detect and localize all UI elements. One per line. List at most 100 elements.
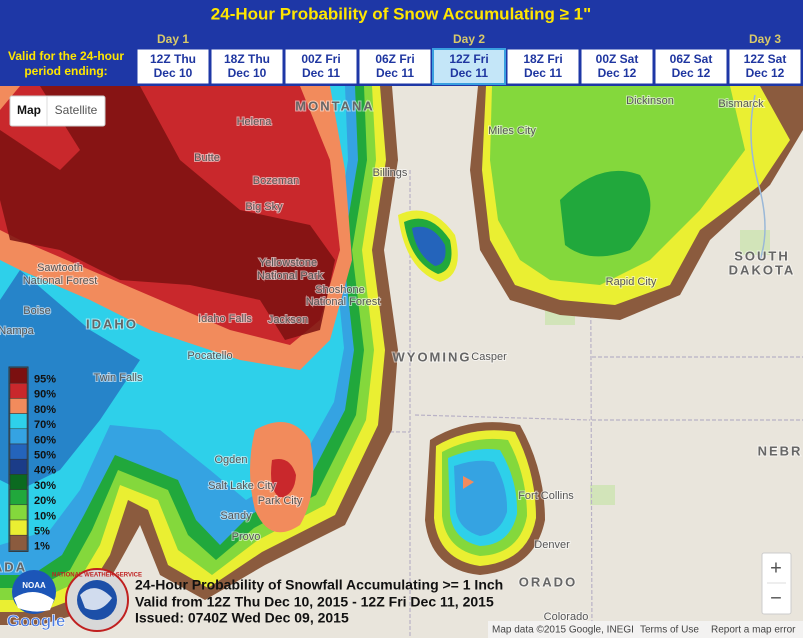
day-label: Day 1 — [157, 32, 189, 46]
tab-line2: Dec 12 — [746, 66, 785, 80]
place-label: Pocatello — [187, 350, 232, 362]
legend-swatch — [9, 413, 28, 430]
legend-label: 10% — [34, 510, 56, 522]
tab-line1: 12Z Sat — [744, 52, 787, 66]
legend: 95% 90% 80% 70% 60% 50% 40% 30% 20% 10% 5% 1% — [8, 366, 56, 553]
legend-swatch — [9, 474, 28, 490]
zoom-out[interactable]: − — [770, 587, 782, 609]
logos: NOAA NATIONAL WEATHER SERVICE Google — [6, 568, 142, 632]
legend-swatch — [9, 489, 28, 506]
place-label: Sawtooth — [37, 262, 83, 274]
tab-line2: Dec 11 — [302, 66, 340, 80]
nws-logo: NATIONAL WEATHER SERVICE — [52, 573, 142, 579]
zoom-in[interactable]: + — [770, 557, 782, 579]
caption-line: Valid from 12Z Thu Dec 10, 2015 - 12Z Fr… — [135, 594, 494, 610]
google-logo: Google — [7, 611, 66, 630]
tab-box — [432, 48, 506, 85]
map-type-control: Map Satellite — [9, 95, 106, 127]
legend-swatch — [9, 382, 28, 399]
terms-link[interactable]: Terms of Use — [640, 625, 699, 636]
tab-line1: 18Z Thu — [224, 52, 270, 66]
state-label: IDAHO — [86, 316, 138, 331]
state-label: DAKOTA — [729, 262, 796, 277]
place-label: Salt Lake City — [208, 480, 276, 492]
place-label: Park City — [258, 495, 303, 507]
legend-label: 80% — [34, 404, 56, 416]
place-label: National Forest — [23, 275, 98, 287]
place-label: Casper — [471, 351, 507, 363]
report-link[interactable]: Report a map error — [711, 625, 796, 636]
caption-line: Issued: 0740Z Wed Dec 09, 2015 — [135, 610, 349, 626]
place-label: Dickinson — [626, 95, 674, 107]
header: 24-Hour Probability of Snow Accumulating… — [0, 0, 803, 86]
tab-line2: Dec 11 — [376, 66, 414, 80]
tab-box — [210, 48, 284, 85]
place-label: Twin Falls — [94, 372, 143, 384]
zoom-control: + − — [761, 552, 792, 615]
tab-box — [654, 48, 728, 85]
place-label: Colorado — [544, 611, 589, 623]
tab-line1: 18Z Fri — [523, 52, 562, 66]
place-label: Big Sky — [245, 201, 283, 213]
tab-line2: Dec 12 — [598, 66, 637, 80]
legend-label: 90% — [34, 389, 56, 401]
tab-box — [136, 48, 210, 85]
period-label: Valid for the 24-hour — [8, 49, 124, 63]
tab-line1: 00Z Fri — [301, 52, 340, 66]
tab-line2: Dec 12 — [672, 66, 711, 80]
tab-line1: 00Z Sat — [596, 52, 639, 66]
legend-label: 5% — [34, 526, 50, 538]
tab-box — [580, 48, 654, 85]
map-data: Map data ©2015 Google, INEGI — [492, 625, 634, 636]
legend-swatch — [9, 443, 28, 460]
caption-line: 24-Hour Probability of Snowfall Accumula… — [135, 577, 503, 593]
period-label: period ending: — [24, 64, 107, 78]
tab-line1: 12Z Thu — [150, 52, 196, 66]
place-label: Denver — [534, 539, 570, 551]
legend-label: 20% — [34, 495, 56, 507]
place-label: Sandy — [220, 510, 252, 522]
day-label: Day 2 — [453, 32, 485, 46]
legend-label: 95% — [34, 374, 56, 386]
tab-line2: Dec 10 — [154, 66, 193, 80]
legend-label: 40% — [34, 465, 56, 477]
place-label: Nampa — [0, 325, 35, 337]
tab-line2: Dec 11 — [450, 66, 488, 80]
legend-swatch — [9, 504, 28, 521]
place-label: Jackson — [268, 314, 308, 326]
legend-swatch — [9, 458, 28, 475]
legend-swatch — [9, 398, 28, 414]
place-label: Rapid City — [606, 276, 657, 288]
state-label: MONTANA — [295, 98, 374, 113]
place-label: Bozeman — [253, 175, 299, 187]
tab-box — [728, 48, 802, 85]
place-label: Billings — [373, 167, 408, 179]
state-label: SOUTH — [734, 248, 790, 263]
state-label: WYOMING — [393, 349, 472, 364]
attribution: Map data ©2015 Google, INEGI Terms of Us… — [488, 621, 803, 638]
map-button[interactable]: Map — [17, 103, 41, 117]
legend-swatch — [9, 367, 28, 384]
place-label: Fort Collins — [518, 490, 574, 502]
place-label: Bismarck — [718, 98, 764, 110]
noaa-logo: NOAA — [22, 581, 46, 590]
tab-box — [358, 48, 432, 85]
map — [0, 85, 803, 638]
state-label: NEBR — [758, 443, 803, 458]
tab-line1: 06Z Fri — [375, 52, 414, 66]
legend-label: 60% — [34, 434, 56, 446]
satellite-button[interactable]: Satellite — [55, 103, 98, 117]
place-label: National Park — [257, 270, 324, 282]
place-label: Boise — [23, 305, 51, 317]
legend-label: 70% — [34, 419, 56, 431]
